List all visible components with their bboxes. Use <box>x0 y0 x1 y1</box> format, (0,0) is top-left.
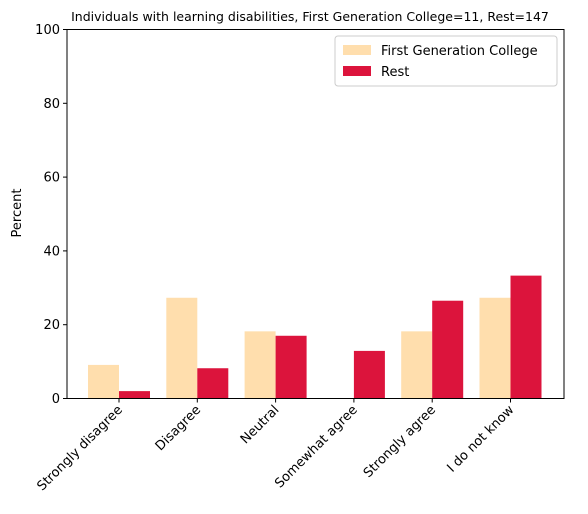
x-tick-label: Strongly agree <box>361 403 439 481</box>
x-axis: Strongly disagree Disagree NeutralSomewhat… <box>34 399 517 495</box>
x-tick-label: Neutral <box>238 403 283 448</box>
bar-rest-3 <box>354 351 385 399</box>
x-tick-label: Strongly disagree <box>34 403 125 494</box>
y-tick-label: 20 <box>43 318 60 333</box>
bar-rest-4 <box>432 301 463 399</box>
bar-rest-5 <box>511 276 542 399</box>
legend-swatch <box>343 45 371 55</box>
bar-rest-0 <box>119 391 150 398</box>
y-tick-label: 0 <box>52 392 60 407</box>
bars-layer <box>88 276 542 399</box>
y-tick-label: 100 <box>35 23 60 38</box>
y-axis: 0 20 40 60 80 100 <box>35 23 67 407</box>
x-tick-label: I do not know <box>444 402 517 475</box>
y-axis-label: Percent <box>10 189 25 238</box>
legend-label: Rest <box>381 65 409 80</box>
bar-first-gen-0 <box>88 365 119 399</box>
chart-title: Individuals with learning disabilities, … <box>71 9 549 24</box>
x-tick-label: Disagree <box>153 403 204 454</box>
bar-first-gen-2 <box>245 331 276 398</box>
y-tick-label: 80 <box>43 97 60 112</box>
legend-label: First Generation College <box>381 44 538 59</box>
x-tick-label: Somewhat agree <box>272 403 361 492</box>
bar-first-gen-5 <box>480 298 511 399</box>
y-tick-label: 40 <box>43 244 60 259</box>
bar-first-gen-1 <box>166 298 197 399</box>
bar-rest-2 <box>276 336 307 399</box>
bar-first-gen-4 <box>401 331 432 398</box>
legend: First Generation College Rest <box>335 36 557 86</box>
y-tick-label: 60 <box>43 171 60 186</box>
legend-swatch <box>343 66 371 76</box>
bar-rest-1 <box>197 368 228 398</box>
